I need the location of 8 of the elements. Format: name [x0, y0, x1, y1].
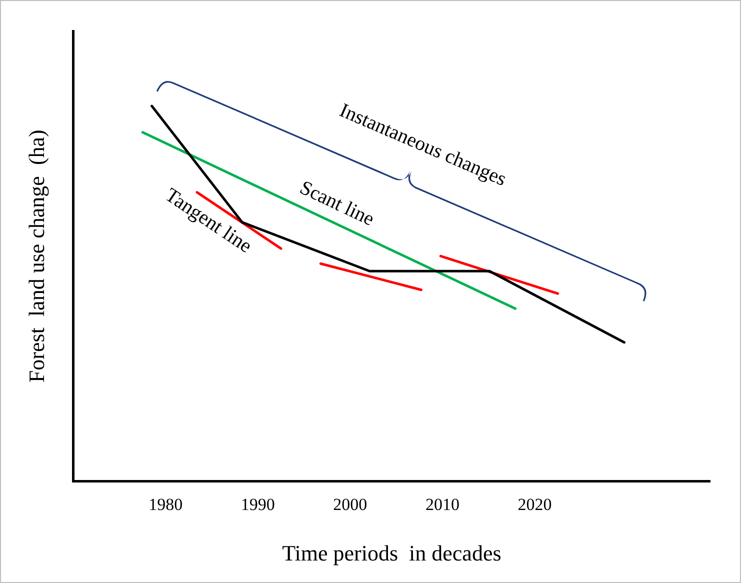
x-tick-label: 1980: [148, 494, 183, 514]
x-tick-label: 1990: [240, 494, 275, 514]
x-tick-label: 2000: [333, 494, 368, 514]
y-axis-title: Forest land use change (ha): [24, 130, 49, 383]
x-tick-label: 2010: [425, 494, 460, 514]
text: Scant line: [296, 176, 378, 230]
x-tick-label: 2020: [518, 494, 552, 514]
x-axis-title: Time periods in decades: [282, 540, 502, 566]
